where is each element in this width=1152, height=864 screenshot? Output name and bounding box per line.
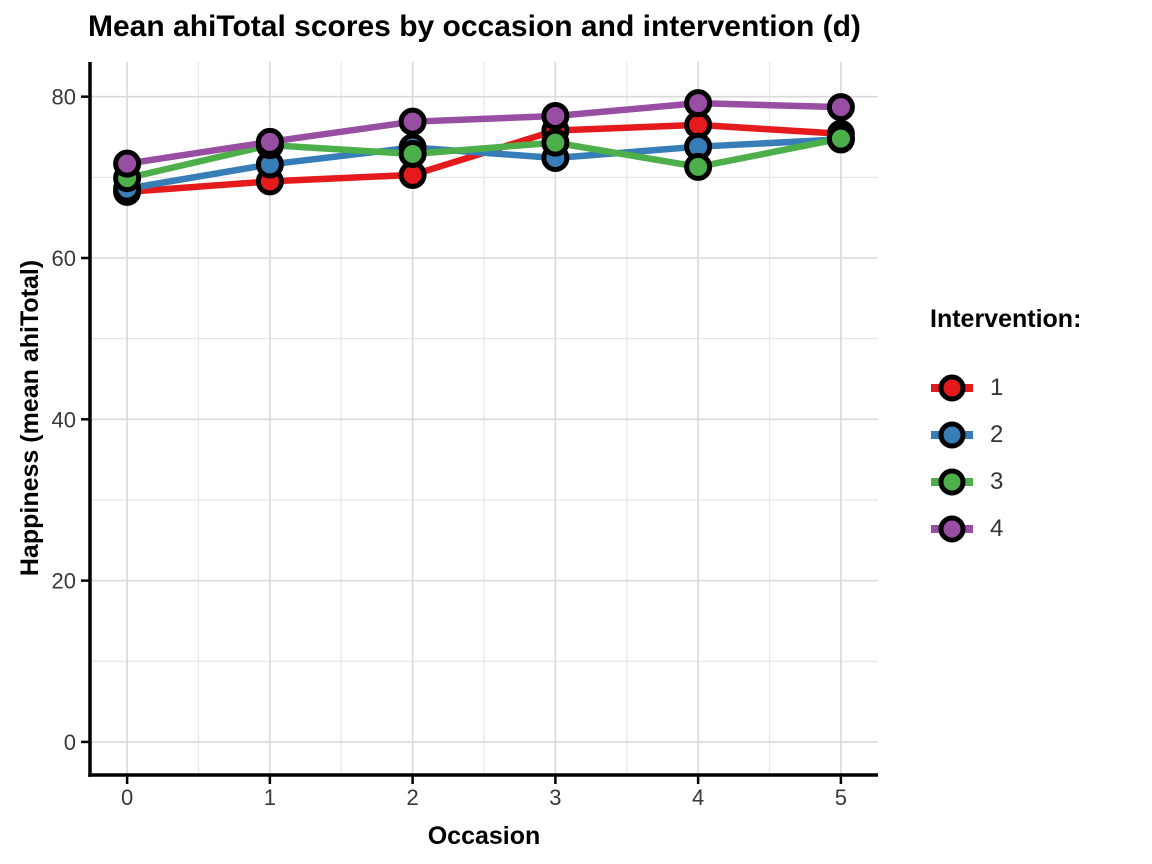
legend-item-1: 1 — [930, 364, 1081, 411]
series-line-4 — [126, 99, 841, 167]
series-points — [113, 89, 855, 206]
legend-item-label: 3 — [990, 467, 1004, 495]
x-axis-title: Occasion — [428, 822, 541, 850]
legend-key-point — [938, 515, 966, 542]
legend-key-icon — [931, 468, 973, 495]
legend-item-4: 4 — [930, 505, 1081, 552]
x-tick-label: 1 — [264, 785, 276, 810]
data-point-series-3 — [541, 128, 570, 157]
data-point-series-3 — [398, 139, 427, 168]
chart-title: Mean ahiTotal scores by occasion and int… — [88, 10, 861, 43]
y-tick-label: 20 — [52, 569, 76, 594]
x-tick-label: 0 — [121, 785, 133, 810]
series-line-2 — [126, 136, 842, 192]
y-tick-label: 40 — [52, 407, 76, 432]
data-point-series-3 — [684, 152, 713, 181]
y-tick-label: 60 — [52, 246, 76, 271]
data-point-series-4 — [398, 107, 427, 136]
x-tick-label: 3 — [549, 785, 561, 810]
legend-key-icon — [931, 374, 973, 401]
legend-key-point — [938, 421, 966, 448]
legend-items: 1 2 3 4 — [930, 364, 1081, 552]
legend-item-label: 1 — [990, 373, 1004, 401]
legend-item-label: 4 — [990, 514, 1004, 542]
data-point-series-4 — [255, 127, 284, 156]
y-tick-label: 80 — [52, 85, 76, 110]
data-point-series-4 — [826, 93, 855, 122]
data-point-series-4 — [113, 149, 142, 178]
legend-item-2: 2 — [930, 411, 1081, 458]
legend-title: Intervention: — [930, 305, 1082, 333]
y-axis-title: Happiness (mean ahiTotal) — [16, 260, 44, 576]
series-lines — [126, 99, 842, 196]
legend: Intervention: 1 2 3 4 — [930, 305, 1081, 552]
x-tick-label: 4 — [692, 785, 704, 810]
legend-key-point — [938, 374, 966, 401]
legend-key-point — [938, 468, 966, 495]
legend-item-label: 2 — [990, 420, 1004, 448]
legend-key-icon — [931, 421, 973, 448]
x-tick-label: 2 — [406, 785, 418, 810]
data-point-series-4 — [684, 89, 713, 118]
data-point-series-4 — [541, 102, 570, 131]
gridlines-minor — [90, 62, 878, 775]
tick-marks — [81, 95, 843, 784]
legend-key-icon — [931, 515, 973, 542]
gridlines-major — [90, 62, 878, 775]
tick-labels: 0 20 40 60 80 0 1 2 3 4 5 — [52, 85, 847, 810]
legend-item-3: 3 — [930, 458, 1081, 505]
series-line-3 — [126, 135, 842, 182]
x-tick-label: 5 — [835, 785, 847, 810]
data-point-series-3 — [826, 124, 855, 153]
y-tick-label: 0 — [64, 730, 76, 755]
